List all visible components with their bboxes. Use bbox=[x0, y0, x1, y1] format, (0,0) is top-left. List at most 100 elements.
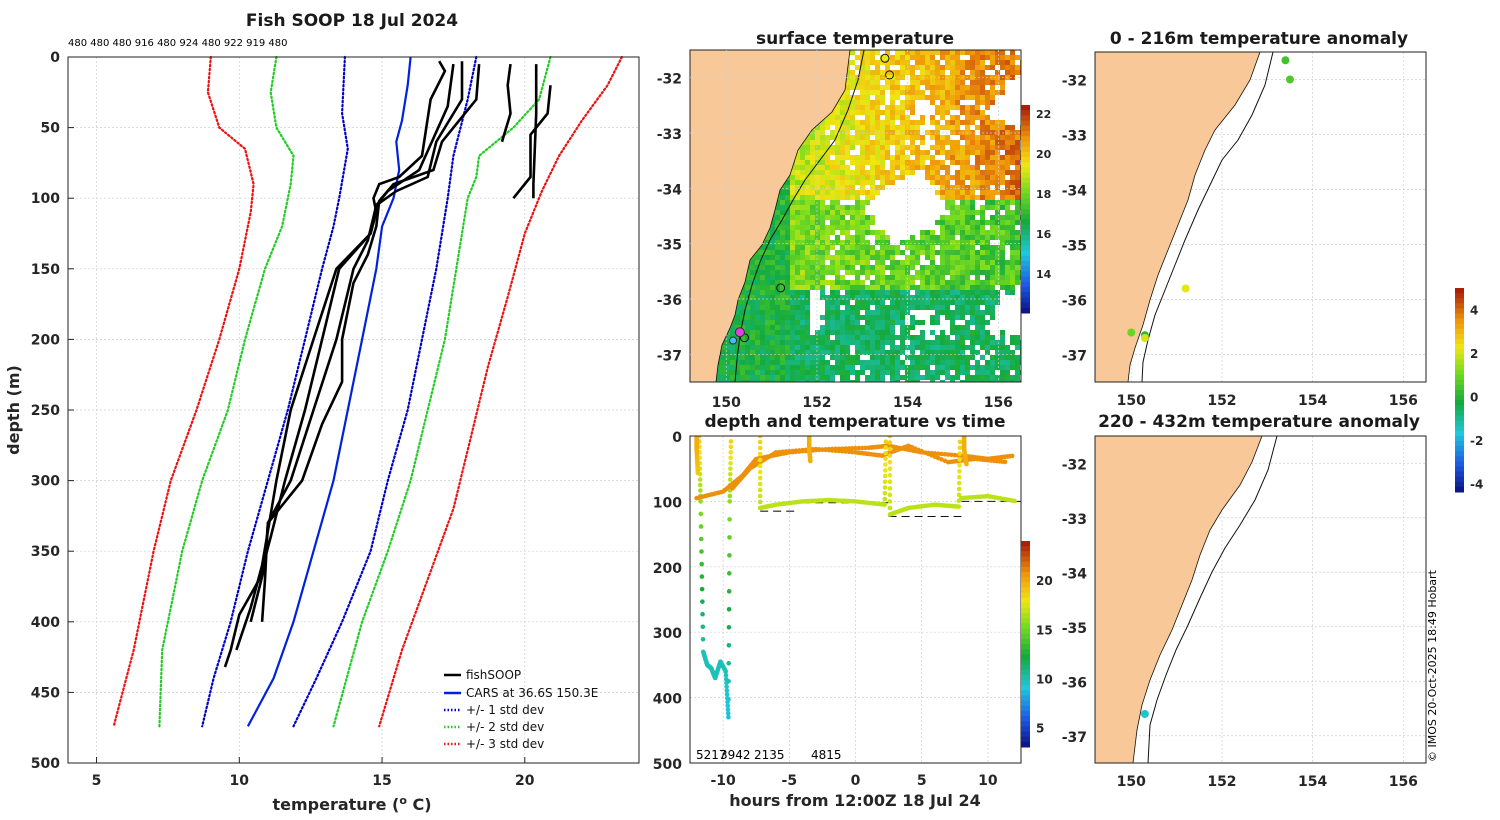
sst-pixel bbox=[875, 80, 880, 85]
sst-pixel bbox=[985, 105, 990, 110]
sst-pixel bbox=[765, 330, 770, 335]
sst-pixel bbox=[965, 305, 970, 310]
sst-pixel bbox=[860, 350, 865, 355]
anomaly-point bbox=[1140, 334, 1149, 342]
sst-pixel bbox=[790, 325, 795, 330]
sst-pixel bbox=[795, 200, 800, 205]
sst-pixel bbox=[780, 255, 785, 260]
sst-pixel bbox=[990, 55, 995, 60]
sst-pixel bbox=[900, 325, 905, 330]
sst-pixel bbox=[740, 335, 745, 340]
sst-pixel bbox=[950, 235, 955, 240]
sst-pixel bbox=[805, 150, 810, 155]
sst-pixel bbox=[910, 235, 915, 240]
sst-pixel bbox=[805, 285, 810, 290]
time-sample bbox=[883, 462, 888, 467]
sst-pixel bbox=[950, 320, 955, 325]
sst-pixel bbox=[900, 350, 905, 355]
sst-pixel bbox=[850, 245, 855, 250]
sst-pixel bbox=[960, 145, 965, 150]
sst-pixel bbox=[850, 70, 855, 75]
time-sample bbox=[783, 449, 789, 454]
sst-pixel bbox=[770, 320, 775, 325]
sst-pixel bbox=[845, 375, 850, 380]
sst-pixel bbox=[870, 165, 875, 170]
sst-pixel bbox=[980, 290, 985, 295]
sst-pixel bbox=[860, 125, 865, 130]
sst-pixel bbox=[775, 370, 780, 375]
sst-pixel bbox=[965, 115, 970, 120]
sst-pixel bbox=[805, 135, 810, 140]
sst-pixel bbox=[920, 320, 925, 325]
sst-pixel bbox=[805, 305, 810, 310]
sst-pixel bbox=[870, 265, 875, 270]
anomaly-colorbar-band bbox=[1455, 466, 1464, 473]
sst-pixel bbox=[725, 350, 730, 355]
sst-pixel bbox=[915, 295, 920, 300]
time-sample bbox=[1012, 498, 1017, 504]
sst-pixel bbox=[860, 240, 865, 245]
sst-pixel bbox=[975, 150, 980, 155]
sst-pixel bbox=[855, 155, 860, 160]
sst-pixel bbox=[925, 360, 930, 365]
sst-pixel bbox=[720, 365, 725, 370]
sst-pixel bbox=[780, 310, 785, 315]
sst-pixel bbox=[965, 175, 970, 180]
sst-colorbar-band bbox=[1021, 292, 1030, 298]
sst-pixel bbox=[800, 225, 805, 230]
sst-pixel bbox=[765, 285, 770, 290]
sst-pixel bbox=[985, 65, 990, 70]
sst-pixel bbox=[850, 365, 855, 370]
sst-pixel bbox=[965, 190, 970, 195]
sst-pixel bbox=[855, 120, 860, 125]
sst-pixel bbox=[855, 255, 860, 260]
sst-pixel bbox=[990, 95, 995, 100]
time-sample bbox=[726, 714, 731, 720]
sst-pixel bbox=[845, 120, 850, 125]
sst-pixel bbox=[985, 180, 990, 185]
sst-pixel bbox=[865, 110, 870, 115]
sst-pixel bbox=[795, 355, 800, 360]
sst-colorbar-band bbox=[1021, 235, 1030, 241]
sst-pixel bbox=[980, 355, 985, 360]
time-sample bbox=[699, 549, 704, 554]
sst-pixel bbox=[795, 290, 800, 295]
sst-pixel bbox=[930, 240, 935, 245]
sst-pixel bbox=[805, 210, 810, 215]
sst-pixel bbox=[785, 190, 790, 195]
sst-pixel bbox=[920, 290, 925, 295]
sst-pixel bbox=[825, 325, 830, 330]
sst-pixel bbox=[815, 180, 820, 185]
anomaly-colorbar-band bbox=[1455, 420, 1464, 427]
sst-pixel bbox=[835, 275, 840, 280]
sst-pixel bbox=[745, 320, 750, 325]
sst-pixel bbox=[880, 345, 885, 350]
sst-pixel bbox=[855, 320, 860, 325]
sst-pixel bbox=[970, 140, 975, 145]
sst-pixel bbox=[805, 170, 810, 175]
time-colorbar-band bbox=[1021, 597, 1030, 604]
sst-pixel bbox=[1000, 360, 1005, 365]
sst-pixel bbox=[945, 90, 950, 95]
sst-pixel bbox=[920, 55, 925, 60]
anomaly-point bbox=[1140, 709, 1149, 718]
sst-pixel bbox=[860, 225, 865, 230]
sst-pixel bbox=[955, 310, 960, 315]
sst-pixel bbox=[940, 355, 945, 360]
sst-pixel bbox=[1015, 355, 1020, 360]
sst-pixel bbox=[975, 265, 980, 270]
anomaly-tick-label-x: 152 bbox=[1207, 393, 1236, 409]
sst-pixel bbox=[990, 340, 995, 345]
sst-pixel bbox=[770, 380, 775, 382]
sst-pixel bbox=[935, 300, 940, 305]
sst-pixel bbox=[940, 245, 945, 250]
sst-pixel bbox=[900, 145, 905, 150]
sst-pixel bbox=[805, 320, 810, 325]
sst-pixel bbox=[880, 370, 885, 375]
sst-pixel bbox=[875, 250, 880, 255]
sst-pixel bbox=[960, 335, 965, 340]
sst-pixel bbox=[990, 365, 995, 370]
sst-pixel bbox=[975, 85, 980, 90]
time-sample bbox=[887, 466, 893, 472]
sst-pixel bbox=[745, 360, 750, 365]
